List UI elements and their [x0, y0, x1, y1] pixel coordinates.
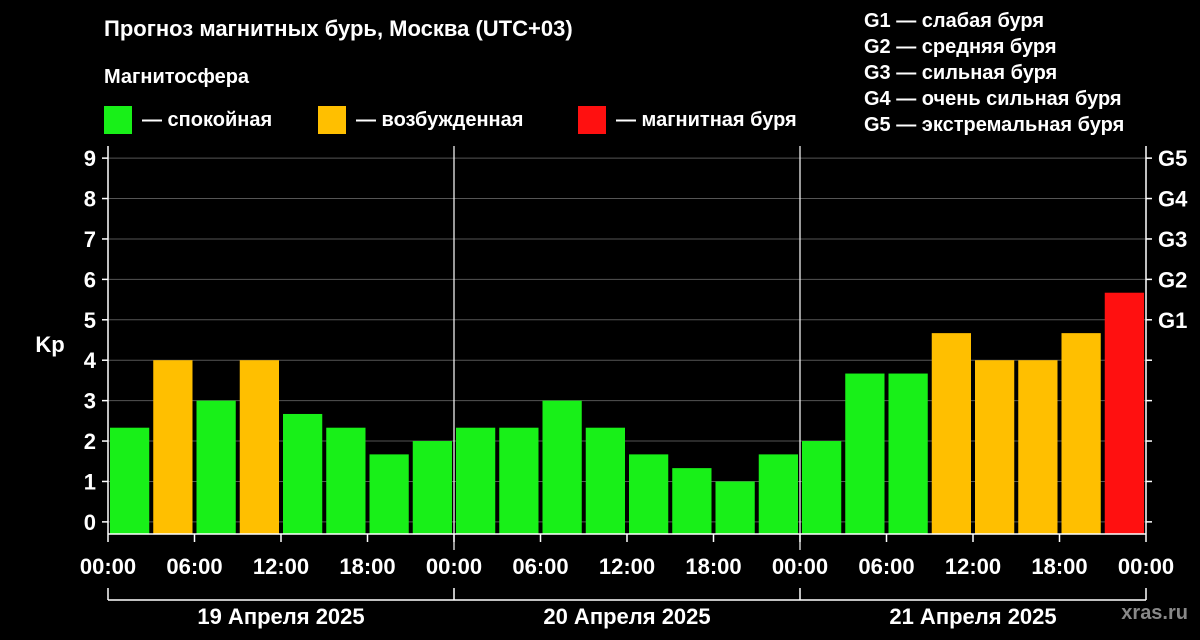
bar-11	[585, 427, 625, 534]
bar-18	[888, 373, 928, 534]
bar-13	[672, 468, 712, 534]
chart-title: Прогноз магнитных бурь, Москва (UTC+03)	[104, 16, 573, 41]
bar-15	[758, 454, 798, 534]
day-label-1: 20 Апреля 2025	[543, 604, 710, 629]
x-tick-label-0: 00:00	[80, 554, 136, 579]
bar-4	[283, 413, 323, 534]
y-tick-label-8: 8	[84, 187, 96, 212]
g-legend-item-g5: G5 — экстремальная буря	[864, 114, 1125, 136]
right-tick-label-G3: G3	[1158, 227, 1187, 252]
x-tick-label-11: 18:00	[1031, 554, 1087, 579]
x-tick-label-7: 18:00	[685, 554, 741, 579]
bar-9	[499, 427, 539, 534]
legend-label-storm: — магнитная буря	[616, 108, 797, 131]
legend-quiet: — спокойная	[104, 106, 272, 134]
right-tick-label-G1: G1	[1158, 308, 1187, 333]
g-legend-item-g4: G4 — очень сильная буря	[864, 88, 1122, 110]
legend-storm: — магнитная буря	[578, 106, 797, 134]
x-tick-label-1: 06:00	[166, 554, 222, 579]
bar-22	[1061, 333, 1101, 534]
x-tick-label-3: 18:00	[339, 554, 395, 579]
legend-swatch-active	[318, 106, 346, 134]
bar-16	[802, 441, 842, 534]
bar-8	[456, 427, 496, 534]
day-label-2: 21 Апреля 2025	[889, 604, 1056, 629]
y-tick-label-5: 5	[84, 308, 96, 333]
legend-swatch-quiet	[104, 106, 132, 134]
bar-20	[975, 360, 1015, 534]
bar-2	[196, 400, 236, 534]
legend-swatch-storm	[578, 106, 606, 134]
x-tick-label-10: 12:00	[945, 554, 1001, 579]
bar-10	[542, 400, 582, 534]
bar-14	[715, 481, 755, 534]
x-tick-label-12: 00:00	[1118, 554, 1174, 579]
bar-1	[153, 360, 193, 534]
bar-19	[931, 333, 971, 534]
y-tick-label-3: 3	[84, 389, 96, 414]
legend-label-quiet: — спокойная	[142, 108, 273, 131]
x-tick-label-4: 00:00	[426, 554, 482, 579]
x-tick-label-6: 12:00	[599, 554, 655, 579]
y-axis-label: Kp	[35, 332, 64, 357]
bar-12	[629, 454, 669, 534]
watermark: xras.ru	[1121, 602, 1188, 624]
g-legend-item-g3: G3 — сильная буря	[864, 62, 1058, 84]
y-tick-label-7: 7	[84, 227, 96, 252]
y-tick-label-2: 2	[84, 429, 96, 454]
g-scale-legend: G1 — слабая буря G2 — средняя буря G3 — …	[864, 8, 1124, 138]
bar-7	[412, 441, 452, 534]
chart-subtitle: Магнитосфера	[104, 66, 250, 88]
bar-0	[110, 427, 150, 534]
x-tick-label-2: 12:00	[253, 554, 309, 579]
y-tick-label-1: 1	[84, 469, 96, 494]
day-label-0: 19 Апреля 2025	[197, 604, 364, 629]
g-legend-item-g1: G1 — слабая буря	[864, 10, 1045, 32]
right-tick-label-G2: G2	[1158, 267, 1187, 292]
right-tick-label-G4: G4	[1158, 187, 1188, 212]
g-legend-item-g2: G2 — средняя буря	[864, 36, 1057, 58]
y-tick-label-4: 4	[84, 348, 97, 373]
right-tick-label-G5: G5	[1158, 146, 1187, 171]
y-tick-label-9: 9	[84, 146, 96, 171]
bar-6	[369, 454, 409, 534]
y-tick-label-0: 0	[84, 510, 96, 535]
x-tick-label-5: 06:00	[512, 554, 568, 579]
bar-21	[1018, 360, 1058, 534]
y-tick-label-6: 6	[84, 267, 96, 292]
legend-active: — возбужденная	[318, 106, 523, 134]
bar-17	[845, 373, 885, 534]
x-tick-label-9: 06:00	[858, 554, 914, 579]
bar-5	[326, 427, 366, 534]
x-tick-label-8: 00:00	[772, 554, 828, 579]
bar-3	[239, 360, 279, 534]
bar-23	[1104, 292, 1144, 534]
legend-label-active: — возбужденная	[356, 108, 524, 131]
